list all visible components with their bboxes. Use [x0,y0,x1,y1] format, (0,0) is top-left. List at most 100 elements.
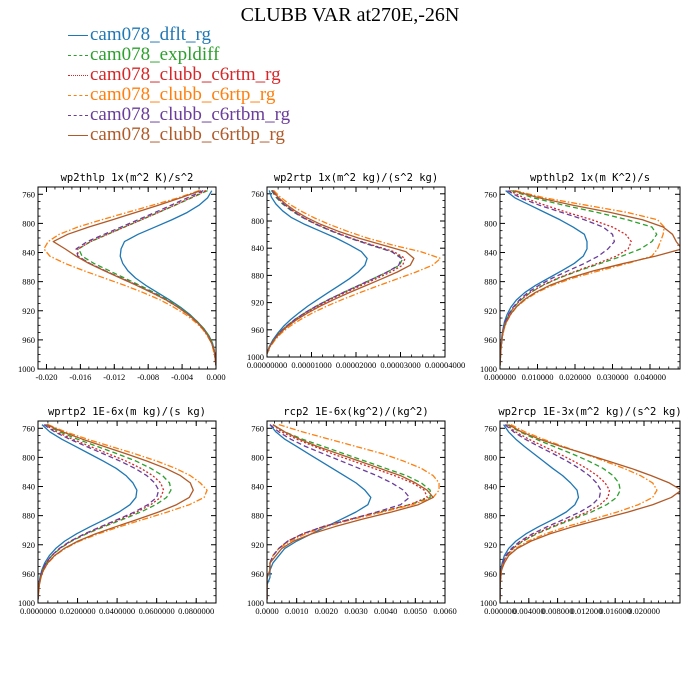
x-tick-label: 0.000000 [484,606,516,616]
x-tick-label: 0.0600000 [139,606,175,616]
legend-line-icon [68,115,88,116]
series-line [267,190,368,354]
y-tick-label: 760 [484,189,497,199]
y-tick-label: 1000 [480,598,497,608]
x-tick-label: 0.004000 [513,606,545,616]
plot-frame [266,186,446,358]
x-tick-label: 0.00003000 [380,360,420,370]
series-line [500,190,616,366]
x-tick-label: 0.020000 [559,372,591,382]
x-tick-label: -0.020 [35,372,57,382]
y-tick-label: 840 [22,482,35,492]
plot-panel: rcp2 1E-6x(kg^2)/(kg^2) 760 800 840 880 920 96… [247,406,457,616]
y-tick-label: 880 [484,277,497,287]
x-tick-label: 0.0800000 [178,606,214,616]
y-tick-label: 920 [484,306,497,316]
series-line [38,424,138,600]
series-line [52,190,216,366]
series-group [267,424,440,600]
y-tick-label: 960 [251,569,264,579]
y-tick-label: 840 [251,482,264,492]
series-line [267,424,440,600]
x-tick-label: 0.040000 [634,372,666,382]
x-tick-label: 0.0200000 [59,606,95,616]
series-line [267,424,428,600]
x-tick-label: 0.0000 [255,606,278,616]
y-tick-label: 880 [251,511,264,521]
y-tick-label: 1000 [247,352,264,362]
plot-title: wp2rcp 1E-3x(m^2 kg)/(s^2 kg) [498,406,681,418]
y-tick-label: 960 [484,569,497,579]
x-tick-label: 0.00002000 [336,360,376,370]
series-group [267,189,442,354]
x-tick-label: 0.0060 [433,606,456,616]
plot-title: wprtp2 1E-6x(m kg)/(s kg) [48,406,206,418]
x-tick-label: 0.0050 [404,606,427,616]
y-tick-label: 800 [22,452,35,462]
series-line [38,424,165,600]
x-tick-label: 0.0010 [285,606,308,616]
series-group [500,424,680,600]
y-tick-label: 920 [251,298,264,308]
y-tick-label: 760 [484,423,497,433]
series-line [43,190,216,366]
y-tick-label: 840 [484,248,497,258]
x-tick-label: 0.012000 [570,606,602,616]
plot-title: wp2thlp 1x(m^2 K)/s^2 [61,172,194,184]
plot-panel: wprtp2 1E-6x(m kg)/(s kg) 760 800 840 880 920… [18,406,217,616]
x-tick-label: 0.00000000 [247,360,287,370]
x-tick-label: -0.004 [171,372,194,382]
y-tick-label: 760 [22,189,35,199]
plot-frame [37,420,217,604]
legend-line-icon [68,75,88,76]
series-line [500,424,611,600]
x-tick-label: 0.0400000 [99,606,135,616]
series-line [267,424,411,600]
y-tick-label: 1000 [18,364,35,374]
y-tick-label: 800 [22,218,35,228]
x-tick-label: 0.016000 [599,606,631,616]
series-line [38,424,194,600]
y-tick-label: 880 [22,277,35,287]
plot-panel: wpthlp2 1x(m K^2)/s 760 800 840 880 920 960 100… [480,172,681,382]
series-line [500,190,665,366]
x-tick-label: 0.030000 [597,372,629,382]
y-tick-label: 1000 [247,598,264,608]
series-line [267,424,372,600]
x-tick-label: 0.000 [206,372,225,382]
legend-line-icon [68,95,88,96]
y-tick-label: 1000 [18,598,35,608]
y-tick-label: 1000 [480,364,497,374]
y-tick-label: 800 [484,452,497,462]
x-tick-label: 0.008000 [542,606,574,616]
y-tick-label: 920 [22,540,35,550]
y-tick-label: 920 [22,306,35,316]
y-tick-label: 840 [484,482,497,492]
series-line [77,190,216,366]
y-tick-label: 880 [251,270,264,280]
plot-frame [266,420,446,604]
page-title: CLUBB VAR at270E,-26N [240,4,460,26]
series-line [500,424,658,600]
x-tick-label: 0.00004000 [425,360,465,370]
y-tick-label: 880 [22,511,35,521]
plot-title: wpthlp2 1x(m K^2)/s [530,172,650,184]
series-line [38,424,172,600]
x-tick-label: 0.020000 [628,606,660,616]
series-line [500,424,621,600]
y-tick-label: 920 [484,540,497,550]
x-tick-label: 0.0030 [344,606,367,616]
legend-label: cam078_expldiff [90,44,220,65]
legend-label: cam078_clubb_c6rtp_rg [90,84,276,105]
y-tick-label: 840 [22,248,35,258]
plot-panel: wp2rcp 1E-3x(m^2 kg)/(s^2 kg)760 800 840 88… [480,406,682,616]
x-tick-label: -0.012 [103,372,125,382]
legend-label: cam078_clubb_c6rtm_rg [90,64,281,85]
series-line [267,190,403,354]
x-tick-label: 0.010000 [522,372,554,382]
y-tick-label: 760 [22,423,35,433]
series-line [500,424,580,600]
plot-title: rcp2 1E-6x(kg^2)/(kg^2) [283,406,428,418]
series-line [267,424,431,600]
